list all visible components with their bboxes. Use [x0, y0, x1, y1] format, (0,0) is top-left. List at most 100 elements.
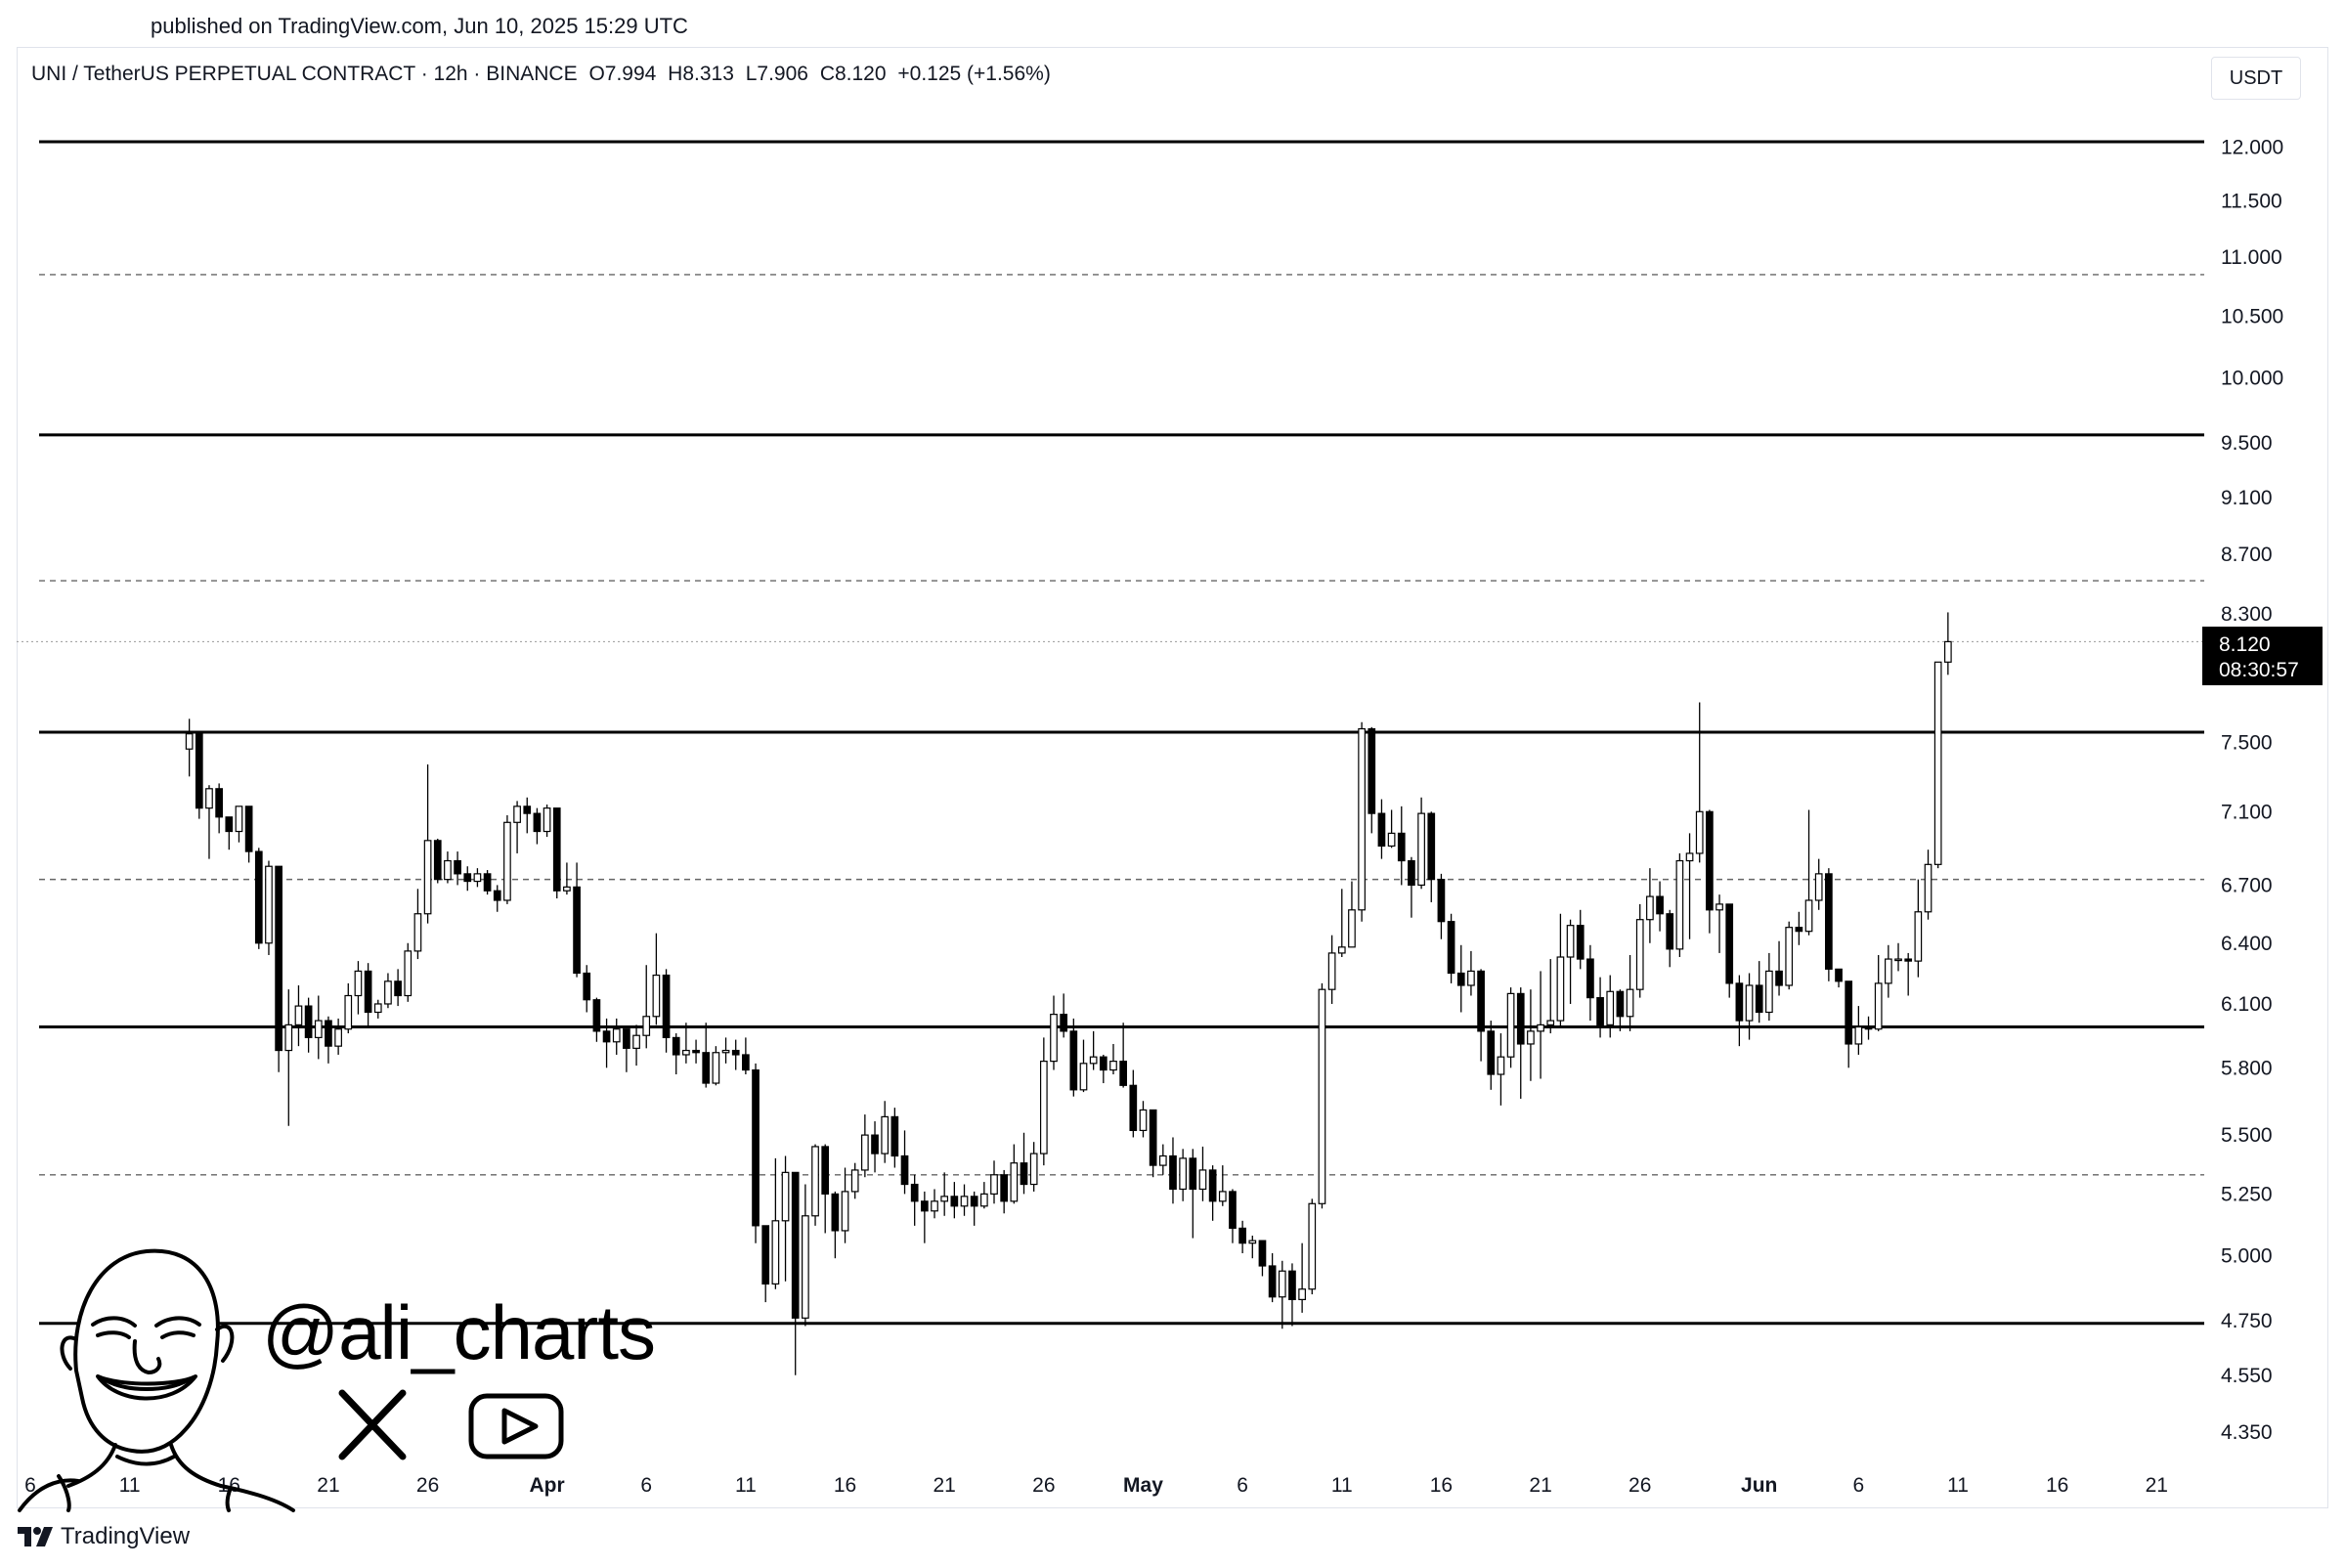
- candle[interactable]: [1298, 1242, 1306, 1313]
- candle[interactable]: [1725, 903, 1734, 998]
- candle[interactable]: [1467, 950, 1475, 996]
- candle[interactable]: [1765, 952, 1773, 1022]
- candle[interactable]: [1408, 856, 1415, 918]
- candle[interactable]: [1506, 987, 1515, 1068]
- candle[interactable]: [444, 851, 452, 884]
- candle[interactable]: [1596, 977, 1604, 1038]
- candle[interactable]: [1109, 1043, 1117, 1075]
- candle[interactable]: [1248, 1236, 1257, 1259]
- candle[interactable]: [881, 1101, 890, 1163]
- candle[interactable]: [781, 1155, 790, 1282]
- tradingview-footer[interactable]: TradingView: [18, 1523, 190, 1550]
- candle[interactable]: [235, 806, 243, 843]
- candle[interactable]: [1268, 1252, 1277, 1303]
- candle[interactable]: [563, 862, 571, 895]
- candle[interactable]: [1318, 982, 1326, 1209]
- candle[interactable]: [1685, 833, 1694, 939]
- candle[interactable]: [1456, 944, 1465, 1013]
- candle[interactable]: [503, 814, 511, 904]
- candle[interactable]: [1079, 1039, 1088, 1093]
- candle[interactable]: [1854, 1006, 1863, 1055]
- candle[interactable]: [294, 984, 303, 1047]
- candle[interactable]: [1706, 809, 1714, 934]
- candle[interactable]: [602, 1018, 611, 1068]
- candle[interactable]: [433, 838, 442, 884]
- candle[interactable]: [265, 860, 273, 955]
- candle[interactable]: [1010, 1144, 1019, 1204]
- candle[interactable]: [850, 1162, 859, 1199]
- currency-button[interactable]: USDT: [2211, 57, 2301, 100]
- candle[interactable]: [244, 806, 253, 863]
- candle[interactable]: [1337, 889, 1346, 958]
- candle[interactable]: [1238, 1220, 1246, 1253]
- candle[interactable]: [1845, 980, 1853, 1068]
- candle[interactable]: [1387, 809, 1396, 849]
- candle[interactable]: [1675, 852, 1684, 958]
- candle[interactable]: [1358, 721, 1366, 922]
- candle[interactable]: [702, 1023, 711, 1088]
- candle[interactable]: [1158, 1144, 1167, 1175]
- candle[interactable]: [344, 982, 353, 1034]
- candle[interactable]: [672, 1033, 680, 1075]
- candle[interactable]: [623, 1028, 630, 1072]
- candle[interactable]: [1885, 944, 1892, 998]
- candle[interactable]: [1377, 799, 1386, 859]
- candle[interactable]: [1368, 726, 1376, 834]
- candle[interactable]: [771, 1157, 780, 1289]
- candle[interactable]: [1864, 1016, 1873, 1040]
- candle[interactable]: [1616, 989, 1625, 1031]
- candle[interactable]: [284, 989, 293, 1126]
- candle[interactable]: [1348, 881, 1356, 948]
- candle[interactable]: [752, 1063, 760, 1243]
- candle[interactable]: [1477, 969, 1485, 1062]
- candle[interactable]: [413, 889, 422, 960]
- candle[interactable]: [831, 1191, 840, 1259]
- candle[interactable]: [1208, 1165, 1217, 1221]
- candle[interactable]: [1397, 806, 1406, 886]
- candle[interactable]: [373, 999, 382, 1019]
- candle[interactable]: [205, 785, 213, 859]
- candle[interactable]: [612, 1018, 621, 1055]
- candle[interactable]: [1914, 879, 1923, 978]
- candle[interactable]: [1556, 913, 1565, 1027]
- candle[interactable]: [1089, 1030, 1098, 1070]
- candle[interactable]: [890, 1108, 899, 1168]
- candle[interactable]: [454, 851, 461, 886]
- candle[interactable]: [394, 969, 402, 1007]
- candle[interactable]: [1606, 975, 1615, 1038]
- candle[interactable]: [1755, 961, 1763, 1024]
- candle[interactable]: [1715, 894, 1723, 953]
- candle[interactable]: [990, 1160, 998, 1204]
- candle[interactable]: [1437, 873, 1446, 939]
- candle[interactable]: [1139, 1101, 1148, 1138]
- candle[interactable]: [1656, 881, 1664, 932]
- candle[interactable]: [1933, 661, 1942, 869]
- candle[interactable]: [1169, 1137, 1177, 1204]
- candle[interactable]: [692, 1039, 700, 1064]
- candle[interactable]: [423, 763, 432, 924]
- candle[interactable]: [920, 1191, 929, 1243]
- candle[interactable]: [1566, 919, 1575, 1004]
- candle[interactable]: [1516, 987, 1525, 1099]
- candle[interactable]: [1785, 921, 1794, 990]
- candle[interactable]: [493, 885, 501, 912]
- candle[interactable]: [841, 1167, 849, 1243]
- candle[interactable]: [1198, 1146, 1207, 1201]
- candle[interactable]: [1943, 612, 1952, 675]
- candle[interactable]: [1874, 954, 1883, 1031]
- candle[interactable]: [931, 1189, 938, 1219]
- candle[interactable]: [583, 965, 591, 1013]
- candle[interactable]: [1586, 944, 1594, 1022]
- candle[interactable]: [1666, 909, 1674, 968]
- candle[interactable]: [1835, 968, 1843, 988]
- candle[interactable]: [1129, 1069, 1138, 1138]
- candle[interactable]: [225, 816, 234, 850]
- candle[interactable]: [950, 1182, 959, 1219]
- candle[interactable]: [1527, 989, 1535, 1081]
- candle[interactable]: [761, 1225, 770, 1303]
- candle[interactable]: [1149, 1109, 1157, 1178]
- candle[interactable]: [1924, 849, 1932, 920]
- candle[interactable]: [543, 805, 551, 838]
- candle[interactable]: [1020, 1132, 1028, 1195]
- candle[interactable]: [314, 995, 323, 1060]
